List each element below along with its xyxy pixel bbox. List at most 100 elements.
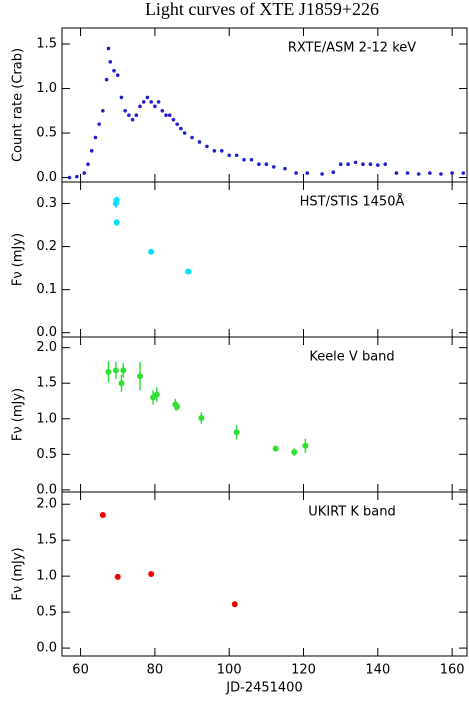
data-point [160, 108, 165, 113]
data-point [112, 68, 116, 73]
data-point [185, 268, 192, 275]
x-tick-label: 60 [72, 663, 89, 678]
data-point [257, 162, 261, 166]
y-tick-label: 0.3 [36, 196, 57, 211]
data-point [197, 140, 202, 144]
data-point [383, 162, 388, 166]
data-point [137, 373, 144, 380]
data-point [149, 100, 153, 104]
data-point [104, 77, 109, 82]
annotation: UKIRT K band [308, 505, 395, 520]
data-point [127, 113, 131, 118]
y-tick-label: 1.0 [36, 411, 57, 426]
data-point [249, 157, 254, 162]
data-point [271, 165, 276, 169]
y-tick-label: 0.0 [36, 170, 57, 185]
data-point [450, 171, 454, 175]
data-point [156, 100, 161, 104]
data-point [394, 171, 399, 175]
data-point [302, 442, 309, 449]
data-point [106, 46, 111, 51]
data-point [205, 144, 209, 149]
x-axis-label: JD-2451400 [225, 681, 302, 696]
y-tick-label: 1.5 [36, 376, 57, 391]
x-tick-label: 100 [217, 663, 242, 678]
data-point [120, 367, 127, 374]
data-point [134, 113, 139, 118]
data-point [108, 60, 113, 64]
data-point [219, 149, 224, 153]
y-tick-label: 0.0 [36, 641, 57, 656]
data-point [461, 171, 466, 175]
y-tick-label: 0.5 [36, 126, 57, 141]
data-point [112, 367, 119, 374]
data-point [89, 149, 94, 153]
data-point [179, 126, 183, 131]
data-point [114, 573, 121, 580]
plot-frame [61, 181, 468, 338]
y-axis-label: Count rate (Crab) [11, 48, 26, 162]
data-point [331, 170, 336, 175]
data-point [264, 162, 269, 166]
data-point [141, 100, 146, 104]
data-point [75, 174, 79, 179]
data-point [234, 153, 239, 158]
y-tick-label: 1.0 [36, 569, 57, 584]
data-point [212, 149, 217, 153]
data-point [416, 172, 421, 176]
data-point [167, 113, 172, 118]
data-point [182, 131, 187, 135]
x-tick-label: 140 [365, 663, 390, 678]
y-axis-label: Fν (mJy) [11, 547, 26, 600]
y-tick-label: 0.0 [36, 482, 57, 497]
data-point [242, 157, 246, 162]
data-point [115, 73, 120, 77]
data-point [175, 122, 179, 126]
data-point [405, 171, 410, 175]
y-axis-label: Fν (mJy) [11, 388, 26, 441]
data-point [99, 512, 106, 519]
data-point [67, 175, 72, 180]
data-point [376, 163, 380, 167]
data-point [198, 415, 205, 422]
data-point [145, 95, 150, 100]
data-point [148, 571, 155, 577]
data-point [338, 162, 343, 166]
data-point [305, 171, 310, 175]
data-point [174, 403, 181, 410]
y-tick-label: 0.5 [36, 605, 57, 620]
annotation: Keele V band [309, 350, 394, 365]
data-point [231, 601, 238, 608]
y-tick-label: 0.5 [36, 447, 57, 462]
data-point [113, 197, 120, 204]
data-point [361, 162, 365, 166]
x-tick-label: 160 [440, 663, 465, 678]
y-tick-label: 0.1 [36, 282, 57, 297]
y-tick-label: 0.2 [36, 239, 57, 254]
data-point [171, 117, 176, 122]
y-tick-label: 0.0 [36, 325, 57, 340]
chart-title: Light curves of XTE J1859+226 [145, 0, 379, 19]
x-tick-label: 120 [291, 663, 316, 678]
data-point [118, 380, 125, 387]
data-point [227, 153, 232, 158]
data-point [153, 104, 157, 109]
x-tick-label: 80 [147, 663, 164, 678]
data-point [439, 172, 443, 176]
data-point [233, 429, 240, 436]
data-point [164, 113, 168, 118]
data-point [93, 135, 98, 140]
y-tick-label: 1.5 [36, 533, 57, 548]
data-point [353, 160, 358, 165]
plot-frame [61, 491, 468, 657]
data-point [294, 171, 298, 175]
y-tick-label: 1.0 [36, 81, 57, 96]
data-point [291, 449, 298, 456]
data-point [428, 171, 432, 175]
annotation: RXTE/ASM 2-12 keV [288, 41, 416, 56]
data-point [272, 445, 279, 452]
data-point [130, 117, 135, 122]
data-point [368, 162, 373, 166]
data-point [346, 162, 350, 166]
